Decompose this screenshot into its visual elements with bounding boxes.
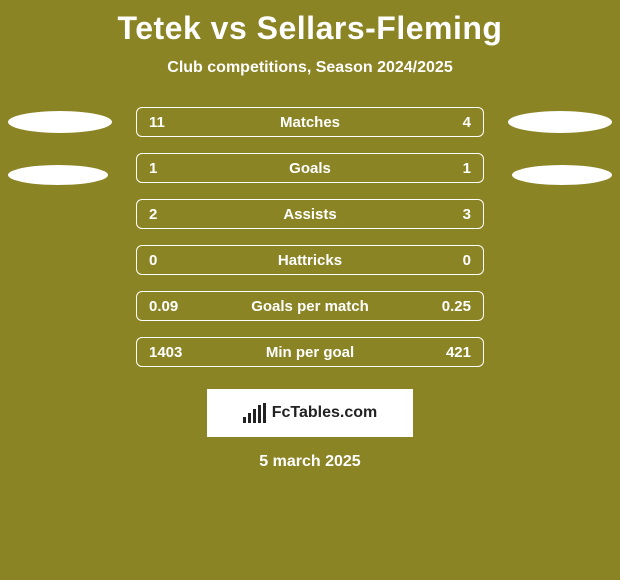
stat-box: 0.09 Goals per match 0.25	[136, 291, 484, 321]
stat-right-value: 421	[446, 344, 471, 361]
logo-bar	[243, 417, 246, 423]
stat-box: 2 Assists 3	[136, 199, 484, 229]
stat-right-value: 0	[463, 252, 471, 269]
fctables-logo: FcTables.com	[207, 389, 413, 437]
bar-chart-icon	[243, 403, 266, 423]
stat-row: 2 Assists 3	[0, 191, 620, 237]
stat-left-value: 2	[149, 206, 157, 223]
subtitle: Club competitions, Season 2024/2025	[167, 59, 452, 77]
stat-left-value: 1	[149, 160, 157, 177]
stat-box: 1 Goals 1	[136, 153, 484, 183]
page-title: Tetek vs Sellars-Fleming	[118, 10, 503, 47]
stat-left-value: 0	[149, 252, 157, 269]
logo-bar	[263, 403, 266, 423]
logo-bar	[253, 409, 256, 423]
logo-bar	[258, 405, 261, 423]
stat-label: Min per goal	[266, 344, 354, 361]
stat-box: 0 Hattricks 0	[136, 245, 484, 275]
stat-right-value: 0.25	[442, 298, 471, 315]
stat-row: 0 Hattricks 0	[0, 237, 620, 283]
stat-right-value: 1	[463, 160, 471, 177]
content-wrapper: Tetek vs Sellars-Fleming Club competitio…	[0, 0, 620, 580]
logo-text: FcTables.com	[272, 404, 378, 422]
logo-bar	[248, 413, 251, 423]
stat-label: Goals per match	[251, 298, 369, 315]
stat-box: 1403 Min per goal 421	[136, 337, 484, 367]
stat-row: 0.09 Goals per match 0.25	[0, 283, 620, 329]
stat-label: Matches	[280, 114, 340, 131]
stat-label: Assists	[283, 206, 336, 223]
stat-row: 1403 Min per goal 421	[0, 329, 620, 375]
stat-row: 1 Goals 1	[0, 145, 620, 191]
date-text: 5 march 2025	[259, 453, 360, 471]
stat-box: 11 Matches 4	[136, 107, 484, 137]
stat-right-value: 3	[463, 206, 471, 223]
stat-label: Hattricks	[278, 252, 342, 269]
stats-area: 11 Matches 4 1 Goals 1 2 Assists 3 0 Hattricks 0 0.0…	[0, 99, 620, 375]
stat-row: 11 Matches 4	[0, 99, 620, 145]
stat-left-value: 1403	[149, 344, 182, 361]
stat-left-value: 0.09	[149, 298, 178, 315]
stat-label: Goals	[289, 160, 331, 177]
stat-right-value: 4	[463, 114, 471, 131]
stat-left-value: 11	[149, 114, 165, 131]
